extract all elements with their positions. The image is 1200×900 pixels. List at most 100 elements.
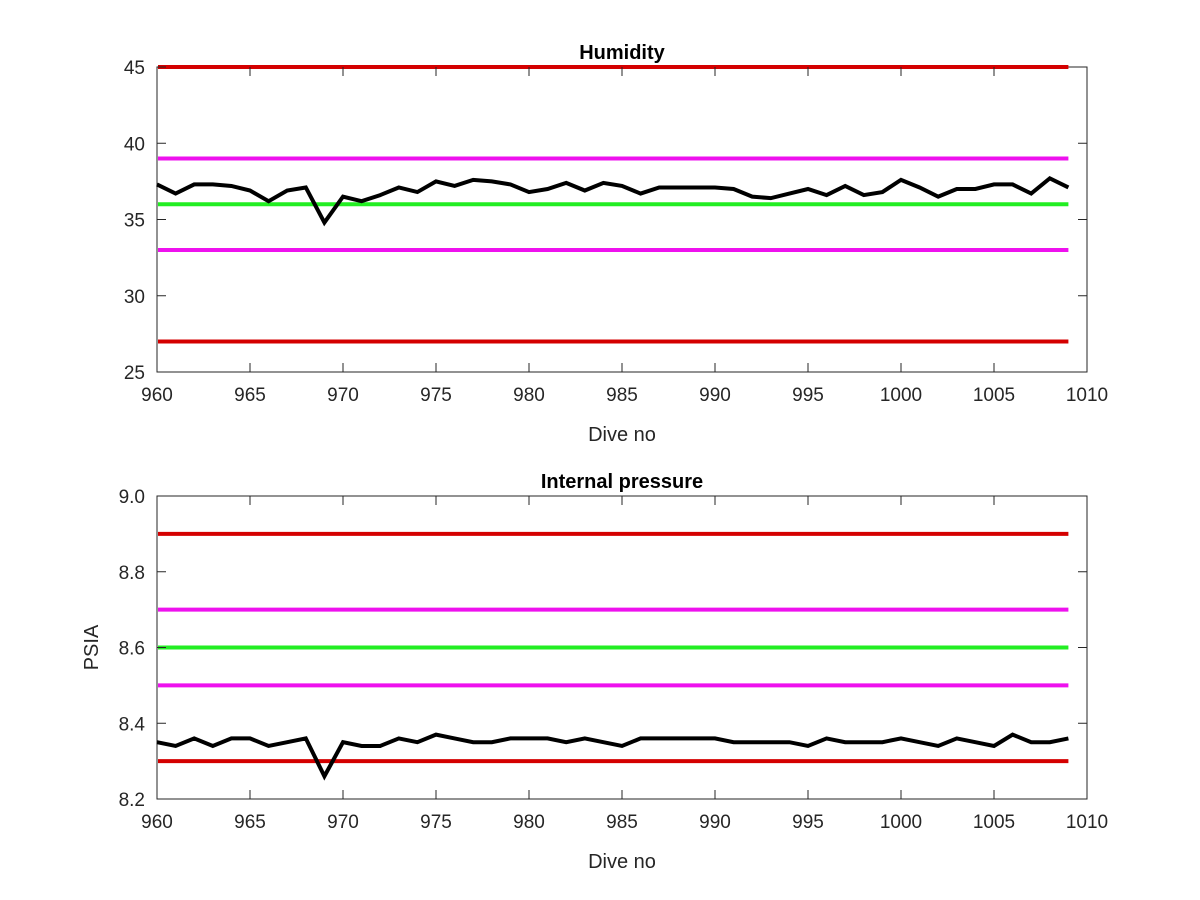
data-point (901, 738, 902, 739)
data-point (1012, 184, 1013, 185)
data-point (343, 196, 344, 197)
data-point (380, 745, 381, 746)
data-point (975, 742, 976, 743)
y-tick-label: 45 (124, 58, 145, 79)
data-point (1068, 187, 1069, 188)
data-point (212, 745, 213, 746)
x-tick-label: 1000 (880, 812, 922, 833)
x-tick-label: 970 (327, 385, 359, 406)
data-point (938, 196, 939, 197)
data-point (584, 738, 585, 739)
x-tick-label: 965 (234, 385, 266, 406)
data-point (826, 738, 827, 739)
x-tick-label: 975 (420, 385, 452, 406)
data-point (826, 195, 827, 196)
x-tick-label: 980 (513, 812, 545, 833)
data-point (696, 187, 697, 188)
data-point (677, 738, 678, 739)
data-point (715, 187, 716, 188)
data-point (808, 189, 809, 190)
data-point (1049, 742, 1050, 743)
x-tick-label: 985 (606, 385, 638, 406)
data-point (398, 187, 399, 188)
x-tick-label: 990 (699, 812, 731, 833)
data-point (194, 184, 195, 185)
x-tick-label: 960 (141, 385, 173, 406)
x-axis-label: Dive no (588, 424, 656, 446)
data-point (491, 181, 492, 182)
data-point (287, 742, 288, 743)
data-point (622, 185, 623, 186)
x-tick-label: 990 (699, 385, 731, 406)
data-point (733, 742, 734, 743)
data-point (157, 742, 158, 743)
data-point (194, 738, 195, 739)
data-point (956, 738, 957, 739)
data-point (733, 189, 734, 190)
data-point (547, 189, 548, 190)
x-tick-label: 985 (606, 812, 638, 833)
data-point (473, 179, 474, 180)
data-point (715, 738, 716, 739)
data-point (157, 184, 158, 185)
data-point (380, 195, 381, 196)
y-tick-label: 35 (124, 211, 145, 232)
data-point (919, 742, 920, 743)
data-point (268, 201, 269, 202)
data-point (454, 185, 455, 186)
data-point (436, 734, 437, 735)
x-tick-label: 960 (141, 812, 173, 833)
y-tick-label: 8.6 (119, 639, 145, 660)
data-point (994, 745, 995, 746)
y-tick-label: 40 (124, 134, 145, 155)
data-point (975, 189, 976, 190)
data-point (640, 738, 641, 739)
x-tick-label: 1010 (1066, 812, 1108, 833)
y-tick-label: 9.0 (119, 487, 145, 508)
data-point (175, 745, 176, 746)
data-point (845, 742, 846, 743)
internal-pressure-panel: 960 965 970 975 980 985 990 995 1000 1005 1010 8.2 8… (81, 471, 1108, 873)
data-point (231, 185, 232, 186)
data-point (566, 182, 567, 183)
y-tick-label: 8.4 (119, 714, 146, 735)
data-point (938, 745, 939, 746)
data-point (603, 742, 604, 743)
data-point (1049, 178, 1050, 179)
data-point (175, 193, 176, 194)
x-tick-label: 995 (792, 812, 824, 833)
data-point (510, 184, 511, 185)
data-point (752, 742, 753, 743)
data-point (436, 181, 437, 182)
data-point (789, 193, 790, 194)
data-point (1068, 738, 1069, 739)
data-series-line (156, 732, 1069, 781)
x-tick-label: 995 (792, 385, 824, 406)
data-point (305, 187, 306, 188)
data-point (1031, 193, 1032, 194)
data-point (566, 742, 567, 743)
data-point (361, 201, 362, 202)
data-point (231, 738, 232, 739)
data-point (398, 738, 399, 739)
data-point (268, 745, 269, 746)
data-point (863, 742, 864, 743)
data-point (659, 187, 660, 188)
data-point (901, 179, 902, 180)
data-series-line (156, 175, 1070, 227)
data-point (1012, 734, 1013, 735)
data-point (863, 195, 864, 196)
y-tick-label: 8.2 (119, 790, 145, 811)
data-point (250, 738, 251, 739)
data-point (956, 189, 957, 190)
data-point (882, 742, 883, 743)
data-point (343, 742, 344, 743)
data-point (473, 742, 474, 743)
data-point (547, 738, 548, 739)
y-axis-label: PSIA (81, 624, 103, 670)
x-tick-label: 1000 (880, 385, 922, 406)
data-point (770, 742, 771, 743)
data-point (584, 190, 585, 191)
x-tick-label: 1005 (973, 385, 1015, 406)
data-point (212, 184, 213, 185)
